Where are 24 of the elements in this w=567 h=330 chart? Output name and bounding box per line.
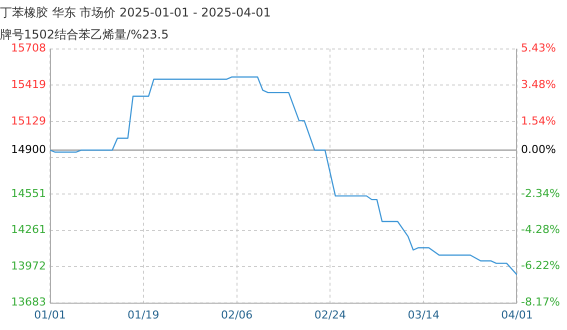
x-tick-label: 02/24 bbox=[314, 308, 346, 322]
y2-tick-label: -2.34% bbox=[521, 186, 560, 200]
x-tick-label: 03/14 bbox=[408, 308, 440, 322]
x-tick-label: 04/01 bbox=[501, 308, 533, 322]
y-tick-label: 14261 bbox=[11, 223, 46, 236]
y-tick-label: 15129 bbox=[11, 114, 46, 128]
y-tick-label: 14551 bbox=[11, 186, 46, 200]
y2-tick-label: -6.22% bbox=[521, 259, 560, 272]
x-tick-label: 01/19 bbox=[128, 308, 160, 322]
y-tick-label: 15708 bbox=[11, 42, 46, 55]
x-tick-label: 01/01 bbox=[34, 308, 66, 322]
y2-tick-label: 1.54% bbox=[521, 114, 556, 128]
y2-tick-label: 0.00% bbox=[521, 143, 556, 156]
y2-tick-label: 5.43% bbox=[521, 42, 556, 55]
y-tick-label: 13972 bbox=[11, 259, 46, 272]
y2-tick-label: 3.48% bbox=[521, 78, 556, 92]
y-tick-label: 13683 bbox=[11, 296, 46, 309]
y2-tick-label: -4.28% bbox=[521, 223, 560, 236]
y2-tick-label: -8.17% bbox=[521, 296, 560, 309]
y-tick-label: 15419 bbox=[11, 78, 46, 91]
x-tick-label: 02/06 bbox=[220, 308, 253, 322]
chart-subtitle: 牌号1502结合苯乙烯量/%23.5 bbox=[0, 28, 169, 42]
y-tick-label: 14900 bbox=[11, 143, 46, 156]
chart-title: 丁苯橡胶 华东 市场价 2025-01-01 - 2025-04-01 bbox=[0, 5, 271, 20]
